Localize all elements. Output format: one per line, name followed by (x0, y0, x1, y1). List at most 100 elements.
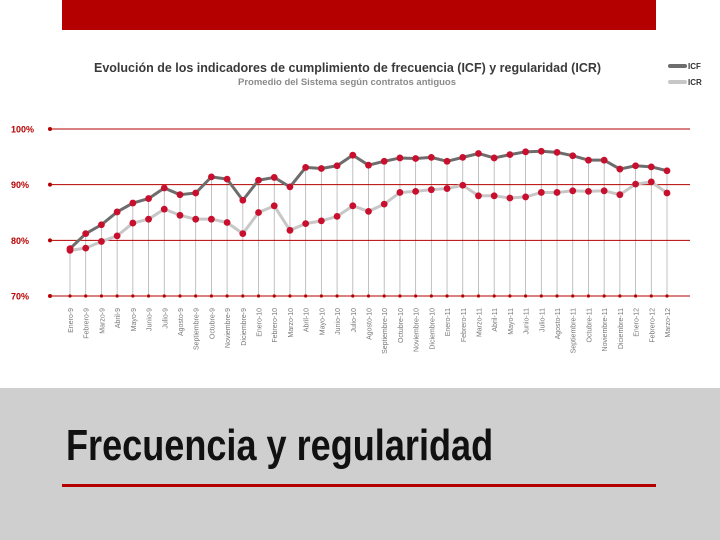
point-icf (490, 154, 498, 162)
x-tick-label: Noviembre-9 (225, 308, 232, 348)
point-icr (239, 230, 247, 238)
axis-dot (304, 294, 308, 298)
chart-subtitle: Promedio del Sistema según contratos ant… (238, 77, 456, 88)
point-icr (98, 238, 105, 245)
x-tick-label: Septiembre-10 (382, 308, 389, 354)
y-tick-label: 90% (11, 180, 29, 190)
point-icf (396, 154, 404, 162)
axis-dot (649, 294, 653, 298)
axis-dot (571, 294, 575, 298)
point-icr (192, 215, 200, 223)
y-tick-label: 80% (11, 236, 29, 246)
x-tick-label: Junio-11 (524, 308, 531, 334)
axis-dot (539, 294, 543, 298)
point-icf (239, 196, 247, 204)
legend-icf-label: ICF (688, 62, 701, 71)
axis-dot (618, 294, 622, 298)
point-icf (82, 230, 90, 238)
axis-dot (602, 294, 606, 298)
point-icr (616, 191, 624, 199)
x-tick-label: Marzo-12 (665, 308, 672, 338)
title-underline (62, 484, 656, 487)
x-tick-label: Enero-11 (445, 308, 452, 336)
point-icf (585, 156, 592, 164)
point-icr (207, 215, 215, 223)
axis-dot (665, 294, 669, 298)
point-icr (443, 185, 451, 192)
x-tick-label: Septiembre-11 (571, 308, 578, 354)
y-tick-label: 70% (11, 292, 29, 302)
x-tick-label: Enero-12 (634, 308, 641, 337)
x-tick-label: Diciembre-11 (618, 308, 625, 349)
axis-dot (366, 294, 371, 298)
point-icf (632, 162, 639, 170)
point-icr (506, 194, 514, 202)
point-icf (286, 183, 294, 191)
point-icr (302, 220, 310, 228)
axis-dot (319, 294, 323, 298)
point-icf (569, 152, 577, 160)
point-icr (396, 189, 404, 196)
point-icf (145, 195, 152, 202)
axis-dot (351, 294, 355, 298)
point-icf (160, 184, 168, 192)
axis-dot (524, 294, 528, 298)
point-icr (459, 181, 467, 189)
point-icf (223, 175, 231, 183)
slide-title: Frecuencia y regularidad (66, 421, 494, 470)
axis-dot (492, 294, 496, 298)
axis-dot (84, 294, 88, 298)
x-tick-label: Enero-10 (257, 308, 264, 337)
point-icf (506, 151, 514, 159)
axis-dot (162, 294, 166, 298)
x-tick-label: Junio-10 (335, 308, 342, 335)
x-tick-label: Mayo-10 (319, 308, 326, 335)
x-tick-label: Agosto-9 (178, 308, 185, 336)
axis-dot (633, 294, 638, 298)
x-tick-label: Julio-11 (539, 308, 546, 332)
point-icf (600, 156, 608, 164)
point-icf (553, 148, 561, 156)
point-icf (443, 157, 451, 165)
point-icf (537, 147, 545, 155)
x-tick-label: Febrero-9 (84, 308, 91, 339)
line-chart: 100% 90% 80% 70% Evolución de los indicador… (11, 61, 702, 354)
point-icr (223, 219, 231, 226)
axis-dot (445, 294, 449, 298)
axis-dot (99, 294, 104, 298)
x-tick-label: Agosto-10 (367, 308, 374, 340)
point-icr (176, 211, 184, 219)
point-icf (427, 153, 435, 161)
point-icf (365, 161, 372, 169)
point-icr (255, 209, 262, 216)
point-icf (129, 199, 137, 207)
x-tick-label: Febrero-12 (649, 308, 656, 343)
x-tick-label: Julio-9 (162, 308, 169, 329)
axis-dot (335, 294, 339, 298)
chart-title: Evolución de los indicadores de cumplimi… (94, 61, 601, 75)
x-tick-label: Septiembre-9 (194, 308, 201, 350)
point-icr (365, 207, 372, 215)
axis-dot (476, 294, 481, 298)
axis-dot (555, 294, 559, 298)
x-tick-label: Marzo-10 (288, 308, 295, 338)
axis-dot (461, 294, 465, 298)
axis-dot (146, 294, 151, 298)
x-tick-label: Agosto-11 (555, 308, 562, 339)
point-icr (113, 232, 121, 240)
axis-dot (398, 294, 402, 298)
x-tick-label: Abril-10 (304, 308, 311, 332)
point-icr (317, 217, 325, 225)
gridline-dot-90 (48, 182, 52, 187)
point-icr (82, 244, 90, 252)
point-icf (333, 162, 341, 170)
axis-dot (414, 294, 418, 298)
point-icf (98, 221, 105, 229)
x-tick-label: Marzo-9 (99, 308, 106, 334)
axis-dot (586, 294, 591, 298)
point-icr (537, 189, 545, 196)
point-icr (160, 205, 168, 213)
x-tick-label: Octubre-9 (209, 308, 216, 339)
point-icr (349, 202, 357, 210)
y-tick-label: 100% (11, 125, 34, 135)
